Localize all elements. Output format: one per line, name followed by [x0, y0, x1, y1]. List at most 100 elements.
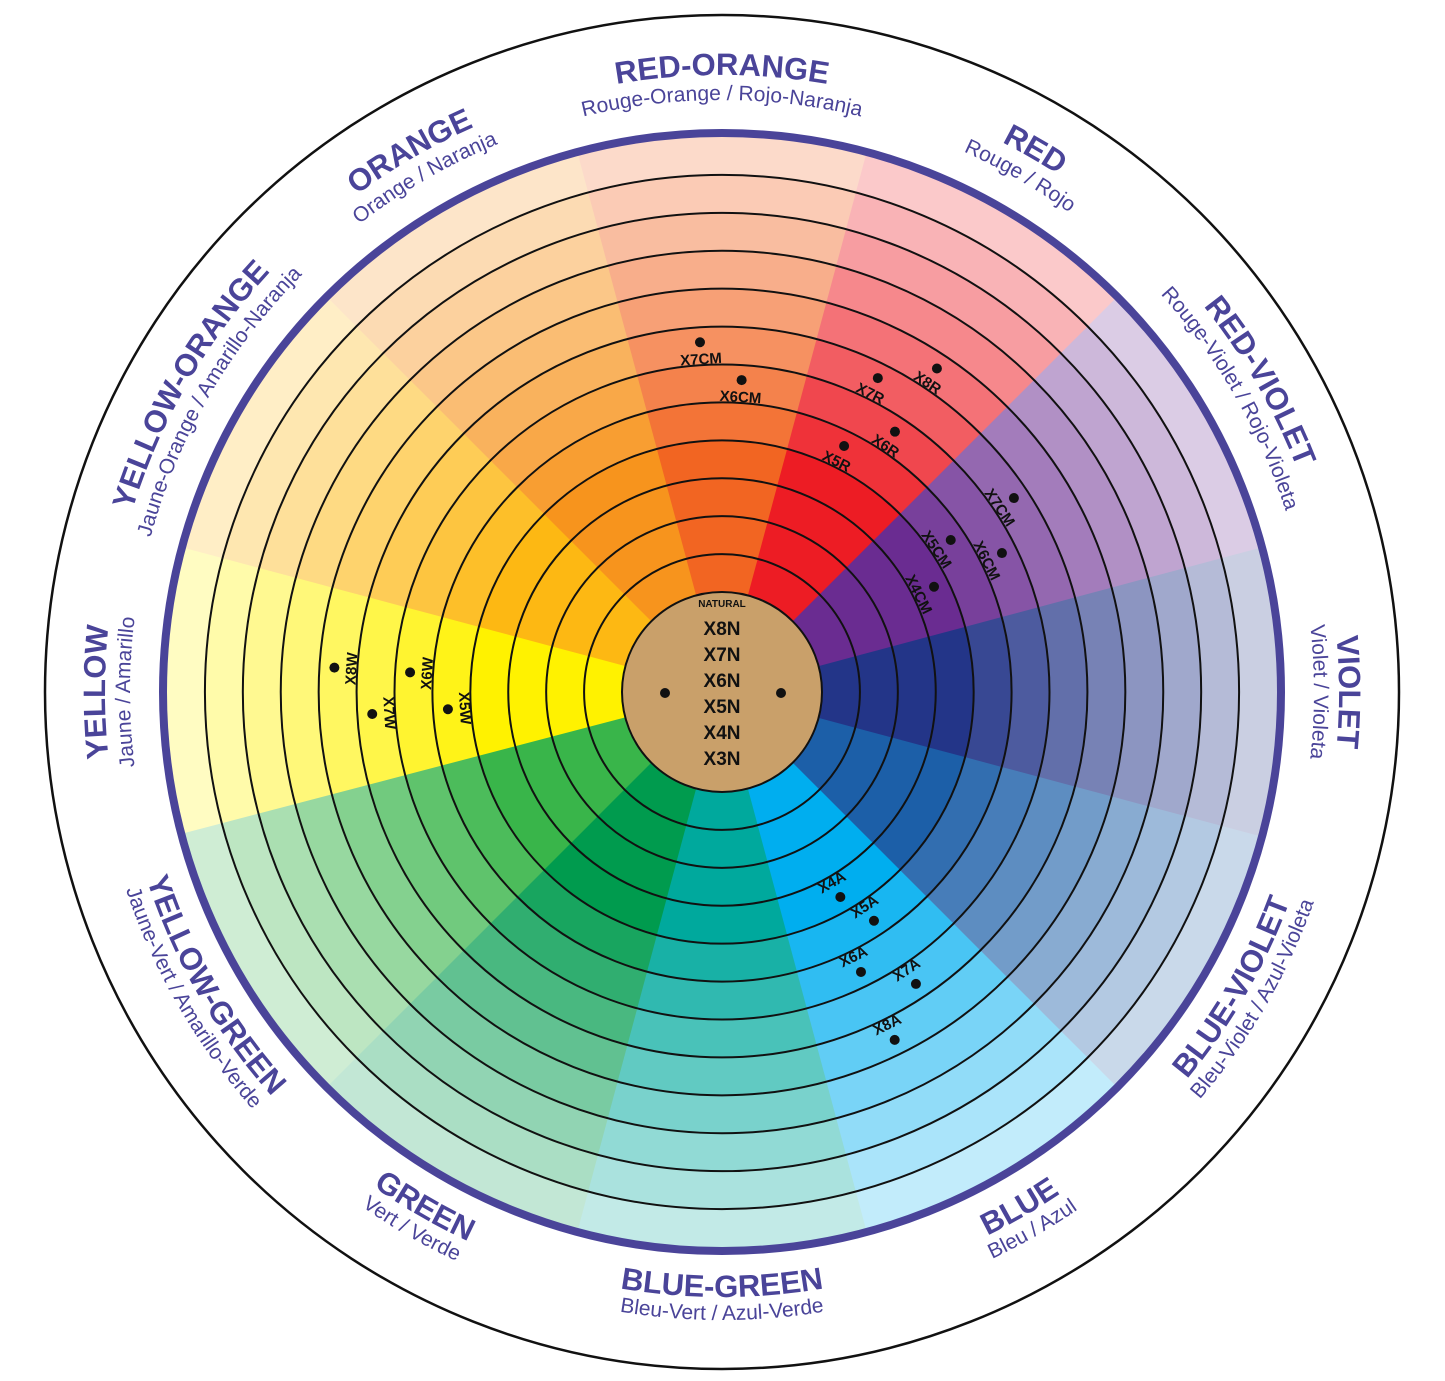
segment-band — [355, 595, 407, 787]
segment-band — [596, 789, 687, 863]
value-ring — [583, 553, 861, 831]
rim-ring — [159, 129, 1285, 1255]
segment-band — [583, 655, 626, 728]
shade-label: X7CM — [680, 350, 723, 370]
value-ring — [241, 211, 1203, 1173]
shade-label: X6CM — [719, 388, 762, 408]
segment-band — [1001, 607, 1051, 779]
segment-band — [329, 154, 591, 327]
segment-band — [814, 950, 1008, 1083]
segment-band — [846, 191, 1090, 355]
segment-band — [318, 585, 370, 797]
shade-dot — [694, 337, 705, 348]
natural-disc — [621, 591, 823, 793]
segment-band — [623, 762, 697, 826]
segment-band — [257, 803, 410, 1032]
segment-band — [431, 615, 480, 768]
value-ring — [545, 515, 899, 869]
natural-shade-label: X4N — [704, 723, 741, 744]
segment-green — [327, 762, 697, 1229]
segment-band — [806, 338, 983, 462]
hue-title-yellow: YELLOW — [77, 623, 115, 761]
segment-band — [819, 567, 893, 658]
segment-band — [627, 325, 819, 377]
segment-band — [514, 539, 599, 647]
shade-dot — [945, 535, 956, 546]
segment-band — [777, 448, 902, 542]
segment-band — [368, 431, 492, 608]
segment-band — [1034, 352, 1187, 581]
segment-band — [258, 350, 412, 578]
shade-label: X7W — [379, 696, 398, 730]
segment-band — [595, 1117, 847, 1172]
segment-band — [551, 566, 625, 657]
segment-band — [676, 515, 769, 559]
segment-violet — [818, 548, 1278, 839]
segment-band — [1074, 587, 1126, 799]
shade-dot — [329, 662, 340, 673]
segment-band — [766, 816, 874, 900]
segment-band — [393, 605, 443, 777]
shade-dot — [996, 548, 1007, 559]
segment-band — [478, 512, 572, 637]
natural-shade-label: X6N — [704, 671, 741, 692]
segment-band — [331, 404, 465, 598]
segment-band — [551, 726, 625, 817]
segment-band — [607, 250, 839, 303]
shade-label: X8W — [342, 651, 361, 685]
natural-shade-label: X3N — [704, 749, 741, 770]
segment-band — [818, 656, 861, 729]
segment-band — [833, 1004, 1062, 1157]
shade-dot — [889, 1034, 900, 1045]
segment-band — [953, 433, 1077, 609]
segment-band — [686, 553, 759, 596]
segment-yellow-green — [184, 717, 652, 1085]
natural-dot — [660, 688, 670, 698]
segment-band — [294, 794, 437, 1005]
segment-band — [980, 406, 1113, 600]
segment-band — [1007, 379, 1150, 590]
value-ring — [431, 401, 1013, 983]
segment-blue — [747, 762, 1115, 1230]
segment-band — [1037, 597, 1089, 789]
segment-band — [792, 594, 856, 667]
segment-band — [757, 521, 848, 595]
shade-dot — [889, 426, 900, 437]
segment-band — [295, 377, 439, 588]
segment-band — [367, 775, 491, 951]
segment-band — [846, 540, 930, 648]
segment-band — [795, 896, 955, 1010]
segment-band — [665, 861, 778, 907]
segment-band — [436, 301, 630, 434]
segment-band — [952, 776, 1076, 953]
segment-band — [569, 815, 677, 900]
segment-band — [666, 477, 779, 523]
segment-band — [1111, 577, 1164, 809]
segment-band — [979, 786, 1113, 980]
value-ring — [279, 249, 1165, 1135]
shade-dot — [868, 915, 879, 926]
segment-blue-green — [575, 788, 866, 1248]
hue-subtitle-violet: Violet / Violeta — [1305, 624, 1332, 761]
segment-band — [685, 788, 758, 831]
shade-dot — [367, 709, 378, 720]
segment-band — [655, 898, 788, 945]
shade-dot — [405, 667, 416, 678]
segment-band — [899, 757, 1003, 899]
segment-band — [1032, 806, 1186, 1034]
segment-red — [747, 155, 1117, 622]
segment-band — [787, 411, 929, 515]
segment-band — [488, 895, 648, 1009]
segment-band — [656, 439, 789, 486]
natural-shade-label: X7N — [704, 645, 741, 666]
segment-band — [570, 484, 678, 568]
segment-band — [1060, 325, 1223, 571]
segment-band — [843, 1030, 1089, 1193]
segment-band — [891, 636, 937, 749]
natural-shade-label: X8N — [704, 619, 741, 640]
shade-dot — [910, 978, 921, 989]
value-ring — [203, 173, 1241, 1211]
segment-band — [184, 823, 357, 1085]
segment-band — [516, 411, 659, 515]
natural-shade-label: X5N — [704, 697, 741, 718]
